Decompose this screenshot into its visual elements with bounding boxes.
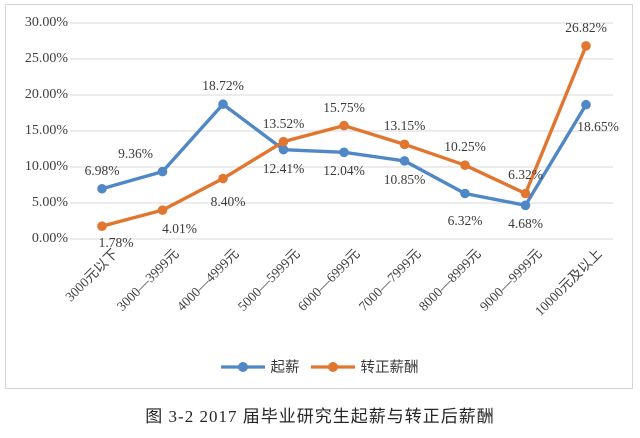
y-axis-tick-label: 5.00% [31, 195, 68, 210]
data-point-label: 18.65% [577, 118, 619, 134]
legend-label: 起薪 [270, 360, 300, 376]
data-point-label: 10.85% [383, 171, 426, 187]
data-point-marker [399, 156, 410, 166]
data-point-label: 26.82% [565, 19, 607, 35]
legend-label: 转正薪酬 [360, 360, 419, 376]
data-point-marker [97, 221, 107, 231]
data-point-label: 6.32% [508, 167, 543, 183]
data-point-marker [581, 41, 591, 51]
data-point-label: 18.72% [202, 78, 244, 94]
data-point-marker [339, 147, 349, 158]
data-point-label: 4.01% [162, 221, 197, 237]
data-point-marker [218, 99, 228, 110]
chart-legend: 起薪 转正薪酬 [5, 356, 633, 377]
y-axis-tick-label: 10.00% [24, 159, 68, 174]
data-point-label: 13.15% [383, 118, 426, 134]
data-point-label: 9.36% [118, 145, 153, 161]
data-point-marker [339, 120, 349, 131]
series-line [100, 44, 588, 228]
data-point-marker [278, 136, 289, 147]
data-point-marker [399, 139, 410, 150]
data-point-label: 12.04% [323, 163, 365, 179]
data-point-marker [460, 188, 470, 199]
legend-item: 起薪 [220, 356, 300, 377]
data-point-label: 15.75% [323, 99, 365, 115]
data-point-label: 12.41% [262, 160, 305, 176]
data-point-marker [520, 188, 531, 199]
legend-item: 转正薪酬 [310, 356, 419, 377]
data-point-label: 8.40% [210, 193, 246, 209]
data-point-marker [581, 99, 591, 110]
y-axis-tick-label: 20.00% [24, 87, 68, 102]
data-point-label: 10.25% [444, 139, 486, 155]
data-point-label: 6.32% [447, 213, 483, 229]
data-point-marker [157, 205, 168, 215]
data-point-label: 13.52% [262, 115, 305, 131]
data-point-marker [460, 160, 470, 170]
y-axis-tick-label: 30.00% [24, 15, 68, 30]
data-point-label: 6.98% [84, 162, 120, 178]
data-point-label: 4.68% [508, 216, 543, 232]
legend-line-marker [220, 361, 265, 372]
legend-line-marker [310, 361, 355, 372]
y-axis-tick-label: 25.00% [24, 51, 68, 66]
data-point-marker [97, 183, 107, 194]
y-axis-tick-label: 0.00% [31, 231, 68, 246]
figure-caption: 图 3-2 2017 届毕业研究生起薪与转正后薪酬 [145, 407, 495, 426]
y-axis-tick-label: 15.00% [24, 123, 68, 138]
data-point-marker [218, 173, 228, 184]
data-point-label: 1.78% [98, 235, 134, 251]
data-point-marker [520, 200, 531, 211]
data-point-marker [157, 166, 168, 177]
data-point-marker [278, 144, 289, 155]
